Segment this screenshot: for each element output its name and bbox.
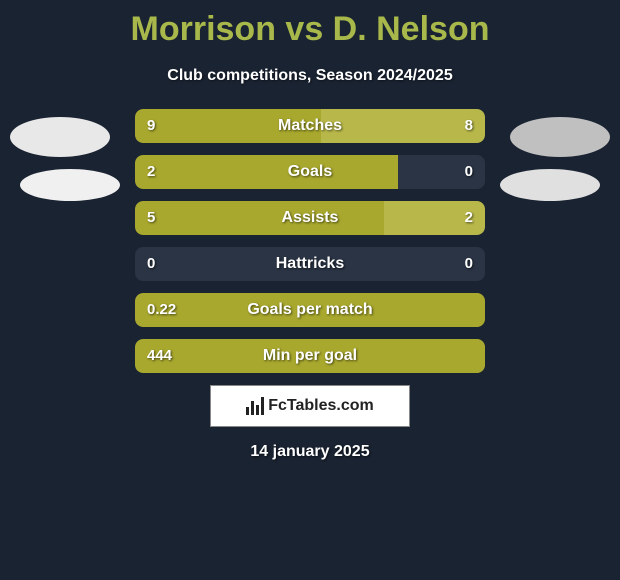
stat-label: Goals (135, 155, 485, 189)
player2-photo (510, 117, 610, 157)
subtitle: Club competitions, Season 2024/2025 (0, 67, 620, 85)
stat-row: 20Goals (135, 155, 485, 189)
stat-label: Matches (135, 109, 485, 143)
fctables-logo: FcTables.com (210, 385, 410, 427)
stat-row: 0.22Goals per match (135, 293, 485, 327)
stat-row: 00Hattricks (135, 247, 485, 281)
player1-photo (10, 117, 110, 157)
player2-club-photo (500, 169, 600, 201)
stat-row: 444Min per goal (135, 339, 485, 373)
player1-club-photo (20, 169, 120, 201)
comparison-chart: 98Matches 20Goals 52Assists 00Hattricks 0.22… (0, 109, 620, 373)
date-label: 14 january 2025 (0, 443, 620, 461)
bar-chart-icon (246, 397, 264, 415)
page-title: Morrison vs D. Nelson (0, 0, 620, 49)
stat-label: Assists (135, 201, 485, 235)
stat-label: Goals per match (135, 293, 485, 327)
stat-row: 52Assists (135, 201, 485, 235)
logo-text: FcTables.com (268, 397, 374, 415)
stat-label: Min per goal (135, 339, 485, 373)
stat-label: Hattricks (135, 247, 485, 281)
stat-rows: 98Matches 20Goals 52Assists 00Hattricks 0.22… (135, 109, 485, 373)
stat-row: 98Matches (135, 109, 485, 143)
